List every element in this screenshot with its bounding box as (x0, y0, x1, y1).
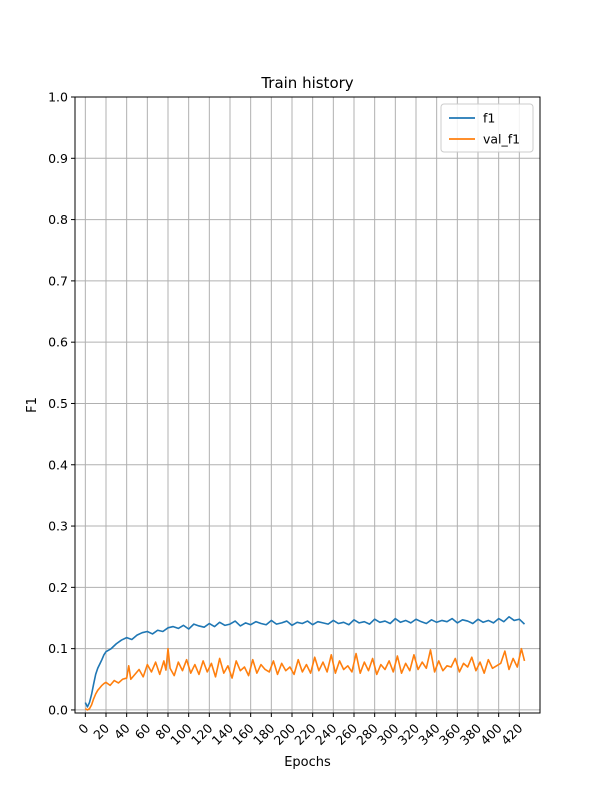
y-tick-label: 0.0 (48, 702, 68, 717)
y-tick-label: 0.4 (48, 457, 68, 472)
y-tick-label: 0.2 (48, 580, 68, 595)
y-tick-label: 0.6 (48, 335, 68, 350)
legend: f1 val_f1 (440, 103, 534, 153)
grid-layer (75, 96, 540, 713)
y-tick-label: 0.9 (48, 151, 68, 166)
y-tick-label: 0.3 (48, 519, 68, 534)
y-axis-label: F1 (25, 397, 40, 413)
plot-frame (74, 96, 541, 714)
legend-box (440, 103, 534, 153)
y-tick-label: 0.1 (48, 641, 68, 656)
y-ticks: 0.0 0.1 0.2 0.3 0.4 0.5 0.6 0.7 0.8 0.9 1.0 (48, 90, 75, 717)
y-tick-label: 1.0 (48, 90, 68, 105)
y-tick-label: 0.8 (48, 212, 68, 227)
legend-label-f1: f1 (483, 111, 495, 126)
series-layer (84, 615, 526, 711)
chart-title: Train history (260, 74, 353, 92)
y-tick-label: 0.7 (48, 273, 68, 288)
series-line-val_f1 (84, 647, 526, 711)
x-axis-label: Epochs (284, 755, 331, 770)
y-tick-label: 0.5 (48, 396, 68, 411)
series-line-f1 (84, 615, 526, 708)
legend-label-val_f1: val_f1 (483, 132, 520, 147)
